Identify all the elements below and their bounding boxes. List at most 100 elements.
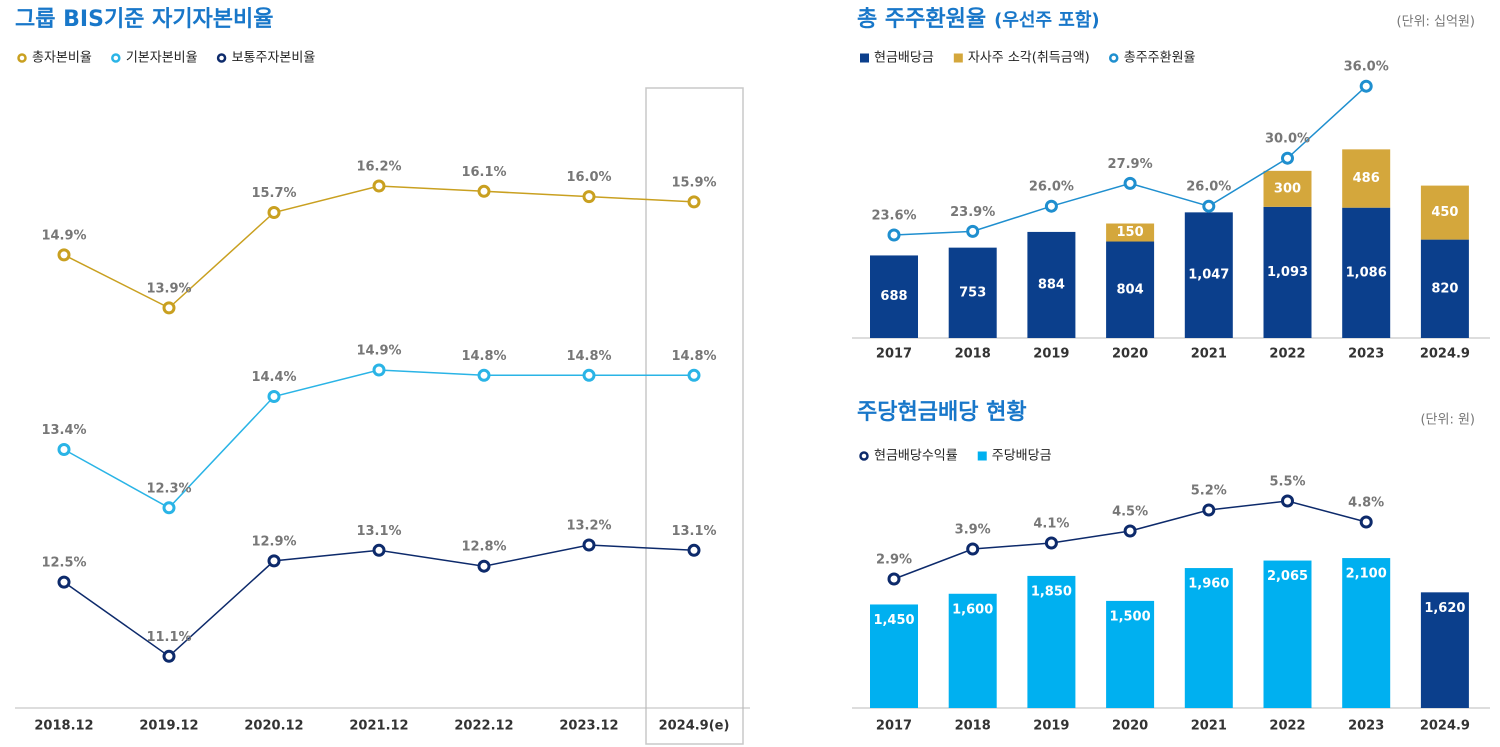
value-label: 16.0% — [566, 170, 611, 185]
bar — [1027, 575, 1076, 708]
value-label: 26.0% — [1186, 180, 1231, 195]
bar — [1342, 207, 1391, 338]
point — [582, 368, 596, 382]
x-tick-label: 2023.12 — [559, 719, 618, 734]
value-label: 2.9% — [876, 553, 912, 568]
bar-value-label: 1,850 — [1031, 584, 1072, 599]
unit-note: (단위: 십억원) — [1397, 15, 1475, 30]
point — [887, 572, 901, 586]
value-label: 15.7% — [251, 186, 296, 201]
point — [1044, 199, 1058, 213]
bar-value-label: 450 — [1431, 205, 1458, 220]
x-tick-label: 2021 — [1191, 347, 1227, 362]
legend-marker — [1108, 53, 1119, 63]
value-label: 13.2% — [566, 519, 611, 534]
x-tick-label: 2017 — [876, 347, 912, 362]
bar — [1106, 241, 1155, 338]
bar-value-label: 1,600 — [952, 602, 993, 617]
bar — [1263, 206, 1312, 338]
value-label: 13.4% — [41, 423, 86, 438]
bar-value-label: 2,065 — [1267, 569, 1308, 584]
bar — [870, 604, 918, 708]
value-label: 4.8% — [1348, 496, 1384, 511]
point — [887, 228, 901, 242]
x-tick-label: 2019 — [1033, 347, 1069, 362]
point — [1123, 176, 1137, 190]
bar-value-label: 2,100 — [1346, 567, 1387, 582]
point — [372, 363, 386, 377]
x-tick-label: 2022 — [1269, 719, 1305, 734]
value-label: 14.9% — [356, 344, 401, 359]
bar-value-label: 1,093 — [1267, 265, 1308, 280]
highlight-box — [645, 87, 744, 745]
x-tick-label: 2023 — [1348, 347, 1384, 362]
bar-value-label: 1,047 — [1188, 268, 1229, 283]
value-label: 16.2% — [356, 160, 401, 175]
value-label: 13.9% — [146, 281, 191, 296]
value-label: 14.8% — [461, 349, 506, 364]
bar — [1420, 185, 1469, 240]
point — [966, 542, 980, 556]
value-label: 14.9% — [41, 228, 86, 243]
value-label: 11.1% — [146, 630, 191, 645]
chart-title: 주당현금배당 현황 — [857, 400, 1027, 425]
value-label: 23.9% — [950, 205, 995, 220]
bar — [1184, 568, 1233, 708]
legend-marker — [860, 53, 869, 63]
point — [1044, 536, 1058, 550]
point — [687, 368, 701, 382]
bar-value-label: 1,960 — [1188, 577, 1229, 592]
legend-label: 현금배당수익률 — [874, 449, 958, 464]
point — [687, 195, 701, 209]
point — [477, 368, 491, 382]
point — [267, 390, 281, 403]
legend-marker — [111, 53, 121, 63]
x-tick-label: 2018.12 — [34, 719, 93, 734]
x-tick-label: 2024.9(e) — [659, 719, 730, 734]
legend-marker — [977, 451, 987, 461]
value-label: 5.5% — [1269, 475, 1305, 490]
point — [687, 543, 701, 557]
point — [1281, 151, 1294, 165]
bar-value-label: 300 — [1274, 181, 1301, 196]
bar-value-label: 1,086 — [1346, 265, 1387, 280]
legend-label: 현금배당금 — [874, 51, 934, 66]
value-label: 30.0% — [1265, 132, 1310, 147]
x-tick-label: 2021.12 — [349, 719, 408, 734]
bar — [1106, 223, 1155, 242]
value-label: 4.5% — [1112, 505, 1148, 520]
bar — [1106, 600, 1155, 708]
x-tick-label: 2019 — [1033, 719, 1069, 734]
point — [162, 301, 176, 315]
bar — [1263, 170, 1312, 207]
bar — [1184, 212, 1233, 338]
x-tick-label: 2017 — [876, 719, 912, 734]
value-label: 14.8% — [671, 349, 716, 364]
point — [372, 179, 386, 193]
legend-label: 총주주환원율 — [1124, 51, 1196, 66]
x-tick-label: 2024.9 — [1420, 719, 1470, 734]
point — [1359, 79, 1373, 93]
point — [966, 224, 980, 238]
chart-title: 그룹 BIS기준 자기자본비율 — [15, 7, 274, 32]
point — [162, 649, 176, 663]
value-label: 12.3% — [146, 481, 191, 496]
legend-marker — [216, 53, 227, 63]
legend-marker — [859, 451, 869, 461]
x-tick-label: 2019.12 — [139, 719, 198, 734]
point — [1202, 199, 1216, 213]
point — [372, 543, 386, 557]
point — [57, 443, 71, 456]
bar-value-label: 1,450 — [873, 613, 914, 628]
x-tick-label: 2021 — [1191, 719, 1227, 734]
legend-label: 총자본비율 — [32, 51, 92, 66]
bar — [1342, 558, 1391, 708]
value-label: 4.1% — [1033, 517, 1069, 532]
value-label: 36.0% — [1344, 60, 1389, 75]
point — [267, 206, 281, 219]
bar — [1342, 149, 1391, 208]
value-label: 15.9% — [671, 175, 716, 190]
bar-value-label: 150 — [1117, 225, 1144, 240]
bar — [1263, 560, 1312, 708]
